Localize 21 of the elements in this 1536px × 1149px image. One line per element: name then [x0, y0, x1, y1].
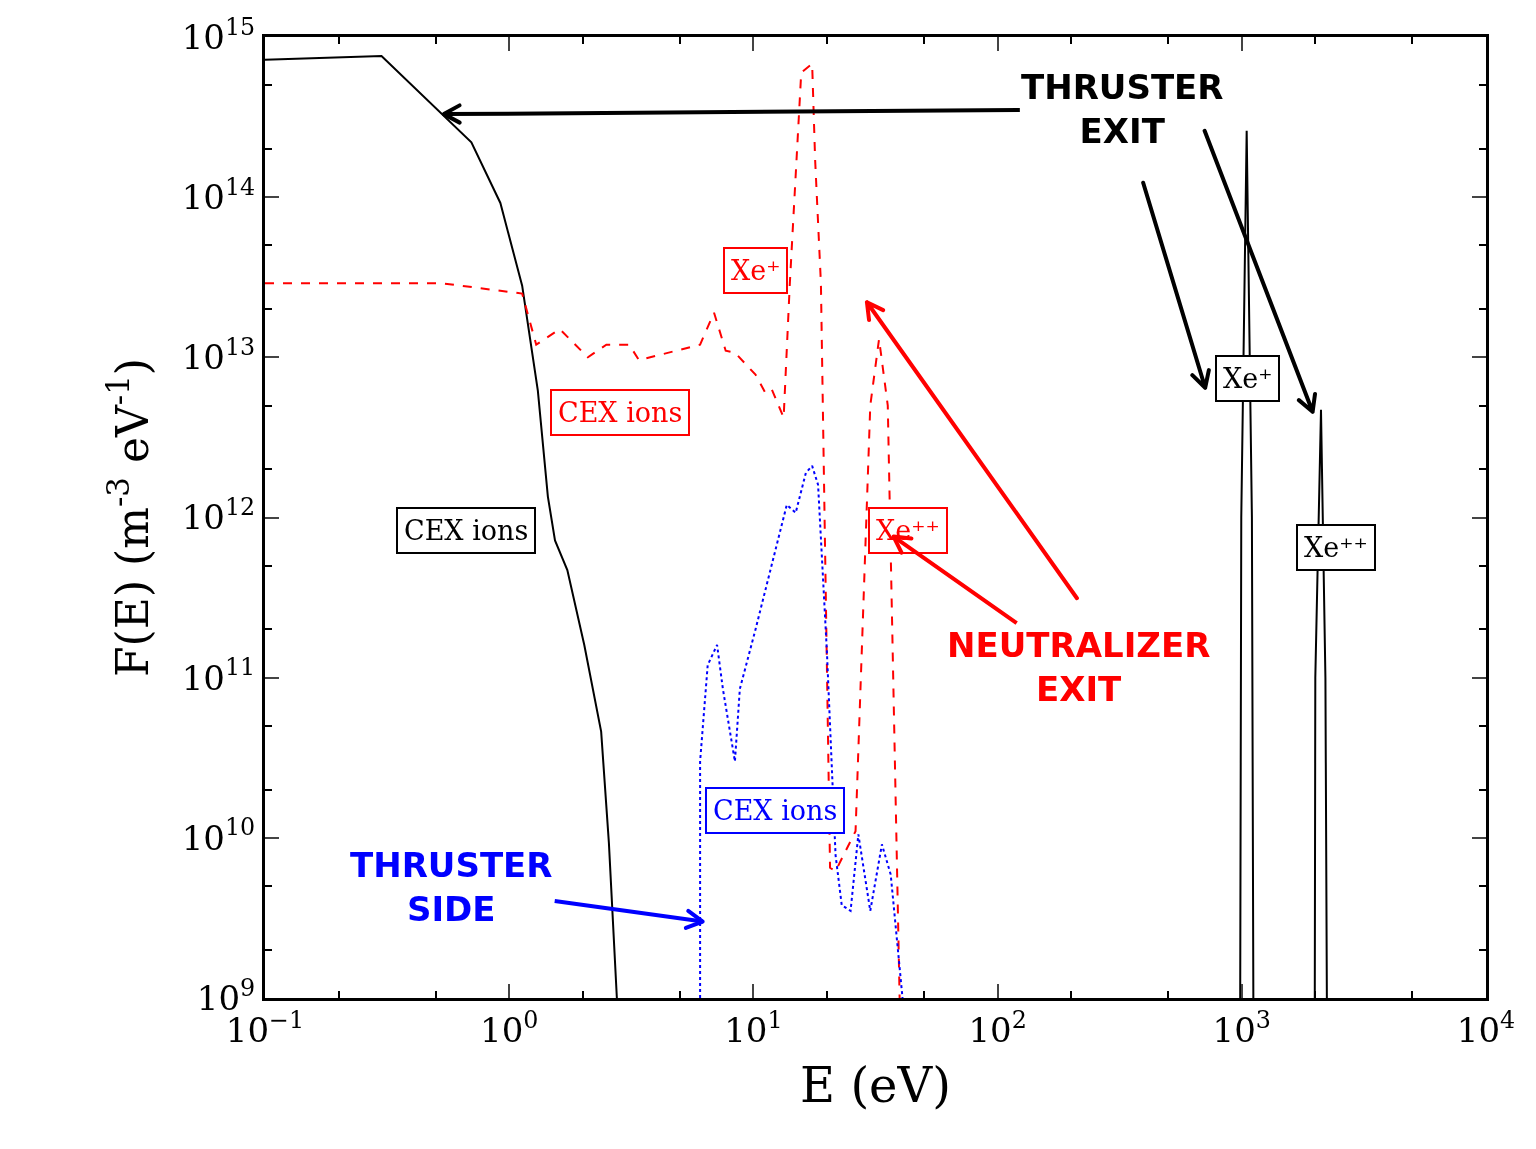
x-tick-label: 10$^{3}$ [1212, 1005, 1271, 1050]
annotation: CEX ions [713, 795, 838, 826]
annotation: CEX ions [558, 397, 683, 428]
y-tick-label: 10$^{13}$ [181, 332, 256, 378]
annotation: CEX ions [404, 515, 529, 546]
x-tick-label: 10$^{0}$ [480, 1005, 539, 1050]
annotation: Xe⁺⁺ [1304, 532, 1368, 563]
y-tick-label: 10$^{10}$ [181, 813, 256, 858]
y-tick-label: 10$^{15}$ [181, 12, 256, 57]
y-tick-label: 10$^{11}$ [181, 653, 256, 698]
x-tick-label: 10$^{2}$ [968, 1005, 1027, 1050]
x-axis-title: E (eV) [800, 1056, 951, 1113]
annotation: Xe⁺ [731, 255, 781, 286]
annotation: NEUTRALIZER EXIT [947, 625, 1211, 710]
annotation: Xe⁺ [1223, 363, 1273, 394]
annotation: THRUSTER SIDE [350, 845, 553, 930]
annotation: THRUSTER EXIT [1021, 67, 1224, 152]
x-tick-label: 10$^{4}$ [1456, 1005, 1516, 1050]
y-tick-label: 10$^{12}$ [181, 493, 256, 538]
x-tick-label: 10$^{1}$ [724, 1005, 783, 1050]
y-tick-label: 10$^{14}$ [181, 172, 256, 218]
